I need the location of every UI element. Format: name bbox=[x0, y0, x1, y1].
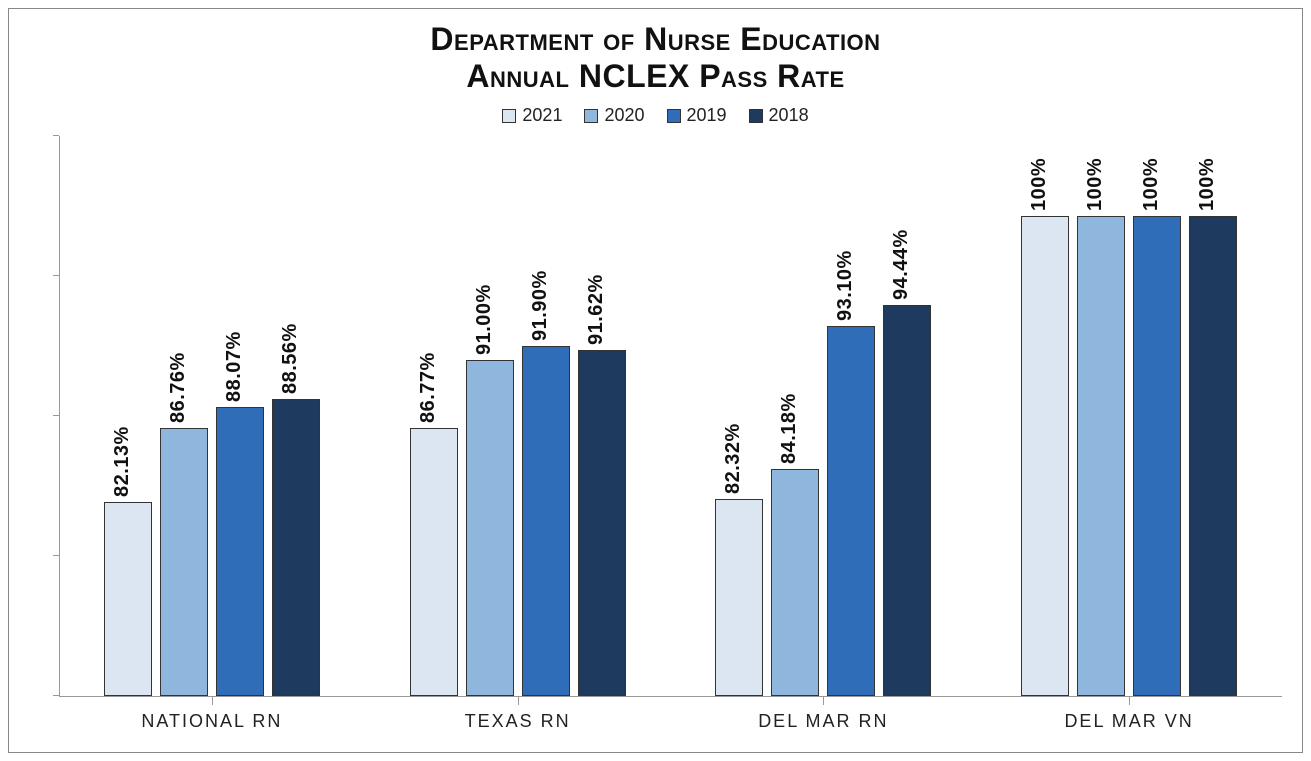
plot-area: 82.13%86.76%88.07%88.56%86.77%91.00%91.9… bbox=[59, 136, 1282, 742]
plot-inner: 82.13%86.76%88.07%88.56%86.77%91.00%91.9… bbox=[59, 136, 1282, 696]
bar: 100% bbox=[1189, 216, 1237, 696]
category-group: 86.77%91.00%91.90%91.62% bbox=[365, 136, 671, 696]
bar: 84.18% bbox=[771, 469, 819, 696]
bar-value-label: 82.13% bbox=[111, 426, 134, 497]
bar: 91.62% bbox=[578, 350, 626, 696]
category-group: 82.32%84.18%93.10%94.44% bbox=[671, 136, 977, 696]
bar: 88.56% bbox=[272, 399, 320, 696]
legend-item: 2021 bbox=[502, 105, 562, 126]
category-group: 100%100%100%100% bbox=[976, 136, 1282, 696]
bar-value-label: 84.18% bbox=[778, 393, 801, 464]
chart-title: Department of Nurse Education Annual NCL… bbox=[9, 9, 1302, 99]
bar: 91.90% bbox=[522, 346, 570, 696]
bar-value-label: 94.44% bbox=[890, 229, 913, 300]
bar-value-label: 82.32% bbox=[722, 423, 745, 494]
bar-value-label: 91.90% bbox=[529, 270, 552, 341]
bar: 100% bbox=[1133, 216, 1181, 696]
bar: 86.77% bbox=[410, 428, 458, 696]
bar-value-label: 88.56% bbox=[279, 323, 302, 394]
bar: 86.76% bbox=[160, 428, 208, 696]
bar: 88.07% bbox=[216, 407, 264, 696]
title-line-1: Department of Nurse Education bbox=[9, 21, 1302, 58]
chart-container: Department of Nurse Education Annual NCL… bbox=[8, 8, 1303, 753]
category-group: 82.13%86.76%88.07%88.56% bbox=[59, 136, 365, 696]
legend-label: 2021 bbox=[522, 105, 562, 126]
legend-label: 2018 bbox=[769, 105, 809, 126]
bar-value-label: 91.62% bbox=[585, 274, 608, 345]
legend-item: 2020 bbox=[584, 105, 644, 126]
bar-value-label: 86.76% bbox=[167, 352, 190, 423]
bar: 82.32% bbox=[715, 499, 763, 696]
x-axis: NATIONAL RNTEXAS RNDEL MAR RNDEL MAR VN bbox=[59, 696, 1282, 742]
x-axis-label: NATIONAL RN bbox=[59, 697, 365, 742]
legend-swatch bbox=[502, 109, 516, 123]
legend-item: 2019 bbox=[667, 105, 727, 126]
bar: 94.44% bbox=[883, 305, 931, 696]
x-axis-label: DEL MAR RN bbox=[671, 697, 977, 742]
bar: 100% bbox=[1077, 216, 1125, 696]
legend: 2021 2020 2019 2018 bbox=[9, 99, 1302, 136]
legend-item: 2018 bbox=[749, 105, 809, 126]
x-axis-label: DEL MAR VN bbox=[976, 697, 1282, 742]
bar: 82.13% bbox=[104, 502, 152, 696]
legend-swatch bbox=[667, 109, 681, 123]
bar-value-label: 100% bbox=[1140, 158, 1163, 211]
bar-value-label: 100% bbox=[1084, 158, 1107, 211]
legend-swatch bbox=[584, 109, 598, 123]
bar-value-label: 91.00% bbox=[473, 284, 496, 355]
bar-value-label: 100% bbox=[1196, 158, 1219, 211]
legend-swatch bbox=[749, 109, 763, 123]
bar-value-label: 88.07% bbox=[223, 331, 246, 402]
bar-value-label: 86.77% bbox=[417, 352, 440, 423]
bar-value-label: 93.10% bbox=[834, 251, 857, 322]
bar: 93.10% bbox=[827, 326, 875, 696]
title-line-2: Annual NCLEX Pass Rate bbox=[9, 58, 1302, 95]
bar-value-label: 100% bbox=[1028, 158, 1051, 211]
legend-label: 2019 bbox=[687, 105, 727, 126]
legend-label: 2020 bbox=[604, 105, 644, 126]
bar: 100% bbox=[1021, 216, 1069, 696]
bar: 91.00% bbox=[466, 360, 514, 696]
x-axis-label: TEXAS RN bbox=[365, 697, 671, 742]
